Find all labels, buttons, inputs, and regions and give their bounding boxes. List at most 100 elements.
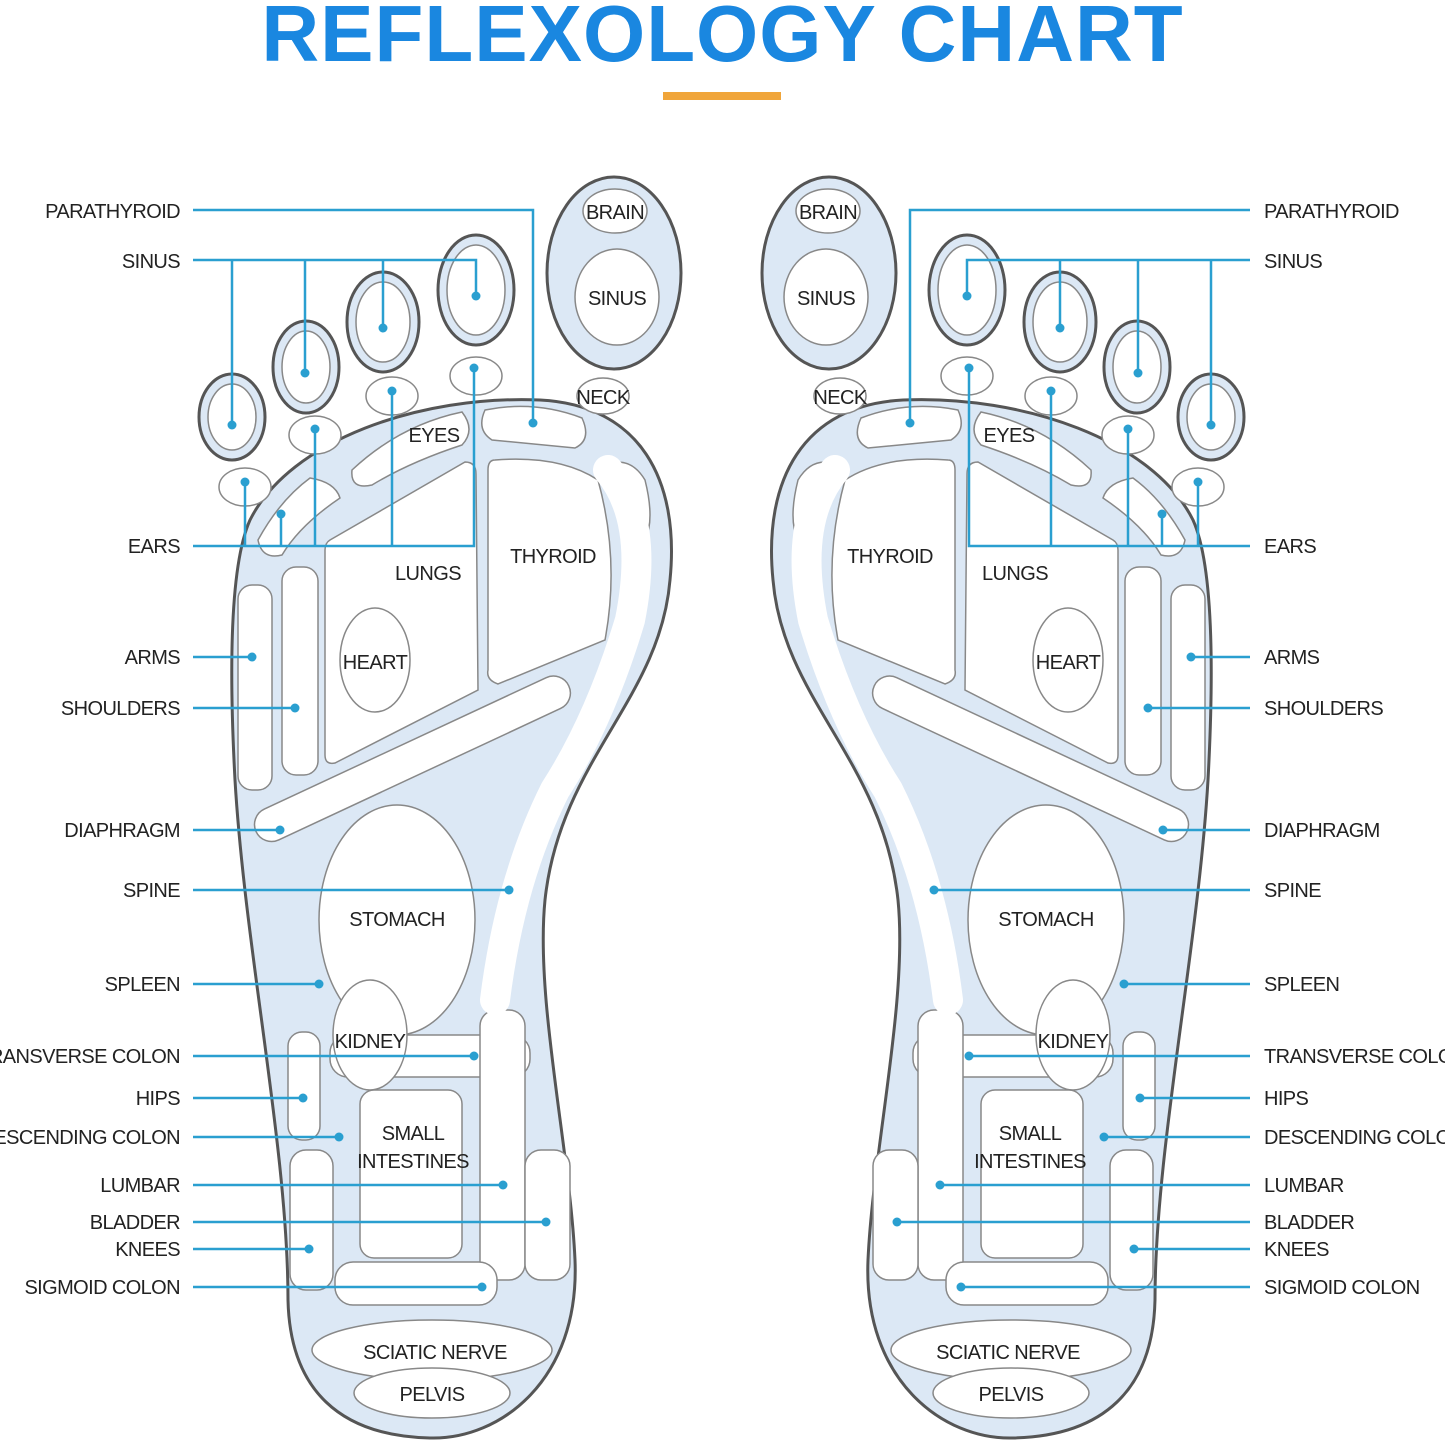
callout-dot (1123, 424, 1133, 434)
callout-label-lumbar: LUMBAR (1264, 1175, 1344, 1197)
callout-label-transverse-colon: TRANSVERSE COLON (1264, 1046, 1445, 1068)
lumbar-zone (917, 1009, 964, 1281)
callout-line-parathyroid (908, 208, 1250, 423)
arms-zone (237, 584, 273, 791)
sinus-zone (783, 248, 869, 346)
zone-label-eyes: EYES (409, 425, 460, 447)
callout-dot (477, 1282, 487, 1292)
callout-label-ears: EARS (128, 536, 180, 558)
callout-dot (1158, 825, 1168, 835)
chart-title: REFLEXOLOGY CHART (261, 0, 1184, 78)
shoulders-zone (281, 566, 319, 776)
heart-zone (1032, 607, 1104, 713)
zone-label-eyes: EYES (984, 425, 1035, 447)
callout-line-ears (193, 368, 476, 548)
callout-label-sigmoid-colon: SIGMOID COLON (24, 1277, 180, 1299)
callout-dot (387, 386, 397, 396)
lumbar-zone (479, 1009, 526, 1281)
callout-label-hips: HIPS (1264, 1088, 1309, 1110)
callout-dot (334, 1132, 344, 1142)
callout-label-transverse-colon: TRANSVERSE COLON (0, 1046, 180, 1068)
callout-dot (1157, 509, 1167, 519)
callout-label-diaphragm: DIAPHRAGM (64, 820, 180, 842)
callout-dot (469, 1051, 479, 1061)
small-intestines-zone (359, 1089, 463, 1259)
arms-zone (1170, 584, 1206, 791)
callout-dot (314, 979, 324, 989)
zone-label-kidney: KIDNEY (335, 1031, 406, 1053)
zone-label-stomach: STOMACH (998, 909, 1093, 931)
callout-dot (498, 1180, 508, 1190)
callout-line-sinus (193, 258, 478, 296)
callout-dot (962, 291, 972, 301)
pelvis-zone (353, 1367, 511, 1419)
callout-line-ears (967, 368, 1250, 548)
callout-label-hips: HIPS (136, 1088, 181, 1110)
zone-label-kidney: KIDNEY (1038, 1031, 1109, 1053)
zone-label-stomach: STOMACH (349, 909, 444, 931)
thyroid-zone (831, 458, 957, 685)
callout-label-descending-colon: DESCENDING COLON (1264, 1127, 1445, 1149)
callout-dot (528, 418, 538, 428)
callout-dot (956, 1282, 966, 1292)
callout-dot (1143, 703, 1153, 713)
callout-dot (541, 1217, 551, 1227)
thyroid-zone (486, 458, 612, 685)
zone-label-brain: BRAIN (586, 202, 644, 224)
ears-zone (1102, 477, 1186, 557)
callout-dot (290, 703, 300, 713)
callout-label-bladder: BLADDER (90, 1212, 180, 1234)
toe-base-zone (449, 356, 503, 396)
zone-label-lungs: LUNGS (982, 563, 1048, 585)
callout-dot (276, 509, 286, 519)
callout-dot (240, 477, 250, 487)
callout-label-ears: EARS (1264, 536, 1316, 558)
zone-label-heart: HEART (343, 652, 408, 674)
zone-label-neck: NECK (576, 387, 630, 409)
callout-dot (1193, 477, 1203, 487)
zone-label-brain: BRAIN (799, 202, 857, 224)
callout-line-sinus (965, 258, 1250, 296)
right-foot (760, 175, 1250, 1440)
callout-label-spine: SPINE (1264, 880, 1321, 902)
callout-dot (1099, 1132, 1109, 1142)
callout-label-parathyroid: PARATHYROID (45, 201, 180, 223)
brain-zone (582, 188, 648, 234)
callout-dot (275, 825, 285, 835)
zone-label-sinus: SINUS (797, 288, 855, 310)
left-foot (193, 175, 683, 1440)
callout-label-spleen: SPLEEN (1264, 974, 1339, 996)
hips-zone (1122, 1031, 1156, 1141)
callout-label-arms: ARMS (125, 647, 181, 669)
callout-label-lumbar: LUMBAR (100, 1175, 180, 1197)
diaphragm-zone (871, 675, 1190, 843)
hips-zone (287, 1031, 321, 1141)
knees-zone (1109, 1149, 1154, 1291)
sinus-zone (574, 248, 660, 346)
zone-label-small-intestines: INTESTINES (357, 1151, 469, 1173)
callout-label-knees: KNEES (115, 1239, 180, 1261)
callout-dot (892, 1217, 902, 1227)
callout-dot (300, 368, 310, 378)
ears-zone (257, 477, 341, 557)
bladder-zone (524, 1149, 571, 1281)
callout-dot (929, 885, 939, 895)
callout-dot (304, 1244, 314, 1254)
knees-zone (289, 1149, 334, 1291)
shoulders-zone (1124, 566, 1162, 776)
callout-label-sinus: SINUS (122, 251, 180, 273)
callout-dot (964, 1051, 974, 1061)
callout-dot (1119, 979, 1129, 989)
callout-dot (310, 424, 320, 434)
callout-dot (1135, 1093, 1145, 1103)
zone-label-heart: HEART (1036, 652, 1101, 674)
callout-dot (1186, 652, 1196, 662)
callout-label-shoulders: SHOULDERS (1264, 698, 1383, 720)
callout-dot (1055, 323, 1065, 333)
callout-dot (935, 1180, 945, 1190)
callout-dot (1046, 386, 1056, 396)
zone-label-sciatic-nerve: SCIATIC NERVE (936, 1342, 1080, 1364)
callout-line-parathyroid (193, 208, 535, 423)
pelvis-zone (932, 1367, 1090, 1419)
